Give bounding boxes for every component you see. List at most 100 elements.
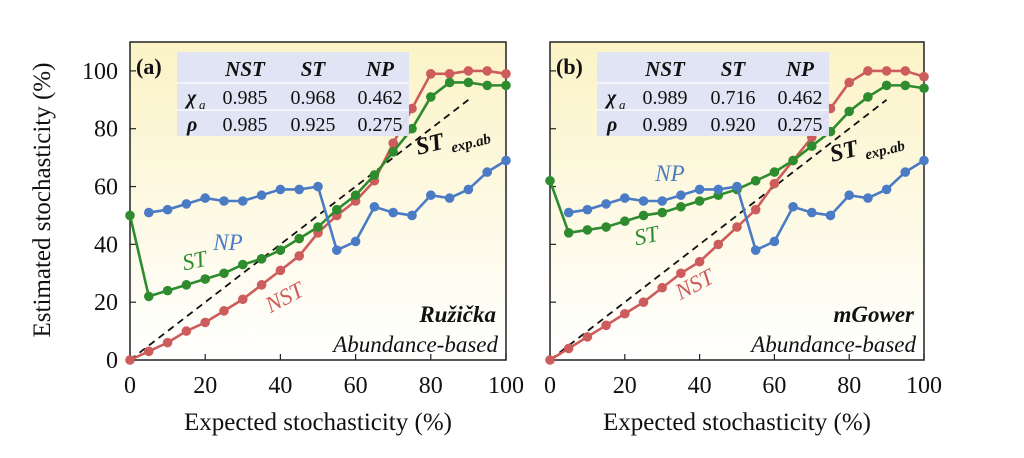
- figure-y-axis-label: Estimated stochasticity (%): [29, 63, 56, 338]
- series-nst: [545, 66, 929, 365]
- data-point-np: [501, 155, 511, 166]
- x-tick-label: 60: [344, 373, 368, 399]
- stats-header-st: ST: [301, 57, 327, 81]
- data-point-nst: [200, 317, 210, 328]
- data-point-st: [332, 204, 342, 215]
- data-point-np: [900, 167, 911, 177]
- data-point-np: [657, 196, 667, 206]
- stats-row-label: χ: [604, 87, 617, 109]
- data-point-np: [313, 181, 323, 192]
- stats-cell: 0.925: [291, 114, 336, 136]
- data-point-st: [638, 210, 649, 221]
- data-point-np: [807, 207, 817, 218]
- data-point-nst: [769, 178, 780, 189]
- series-np: [144, 155, 511, 255]
- data-point-np: [638, 196, 649, 206]
- data-point-st: [676, 201, 686, 212]
- x-tick-label: 80: [837, 373, 861, 399]
- data-point-nst: [657, 282, 667, 293]
- data-point-nst: [694, 256, 705, 267]
- stats-cell: 0.985: [223, 87, 268, 109]
- data-point-np: [694, 184, 705, 195]
- data-point-st: [388, 147, 399, 157]
- data-point-nst: [844, 77, 854, 88]
- data-point-nst: [444, 69, 455, 79]
- data-point-st: [369, 170, 380, 180]
- data-point-st: [256, 254, 267, 264]
- y-tick-label: 60: [94, 175, 118, 201]
- stats-row-label: ρ: [606, 114, 617, 136]
- data-point-nst: [219, 306, 229, 316]
- data-point-np: [275, 184, 286, 195]
- x-tick-label: 100: [488, 373, 524, 399]
- stats-row-label-sub: a: [619, 97, 626, 112]
- data-point-st: [238, 259, 248, 270]
- data-point-nst: [482, 66, 493, 76]
- data-point-nst: [900, 66, 911, 76]
- x-tick-label: 40: [688, 373, 712, 399]
- data-point-st: [144, 291, 154, 302]
- stats-header-st: ST: [721, 57, 747, 81]
- data-point-st: [350, 190, 361, 201]
- series-label-np: NP: [212, 230, 242, 255]
- data-point-st: [807, 141, 817, 151]
- data-point-np: [426, 190, 436, 201]
- data-point-st: [407, 123, 417, 134]
- data-point-nst: [181, 326, 192, 336]
- stats-header-nst: NST: [224, 57, 266, 81]
- data-point-np: [444, 193, 455, 203]
- stats-row-label-sub: a: [199, 97, 206, 112]
- data-point-st: [313, 222, 323, 232]
- data-point-nst: [638, 297, 649, 307]
- data-point-st: [463, 77, 474, 88]
- stats-cell: 0.462: [358, 87, 403, 109]
- y-tick-label: 80: [94, 117, 118, 143]
- data-point-np: [825, 210, 836, 221]
- x-tick-label: 0: [124, 373, 136, 399]
- data-point-nst: [125, 355, 135, 365]
- plot-frame: [129, 41, 507, 361]
- data-point-nst: [732, 222, 742, 232]
- data-point-np: [750, 245, 761, 255]
- data-point-np: [676, 190, 686, 201]
- reference-dashed-line: [549, 99, 888, 361]
- data-point-nst: [563, 343, 574, 354]
- metric-type: Abundance-based: [749, 332, 916, 357]
- data-point-np: [181, 199, 192, 209]
- y-tick-label: 40: [94, 232, 118, 258]
- stats-cell: 0.985: [223, 114, 268, 136]
- data-point-np: [769, 236, 780, 247]
- y-tick-label: 0: [106, 348, 118, 374]
- metric-type: Abundance-based: [331, 332, 498, 357]
- chart-panel-a: 0 20 40 60 80 100 0 20 40 60 80 100 Expected stochas…: [82, 41, 524, 436]
- data-point-st: [620, 216, 630, 227]
- data-point-nst: [582, 332, 593, 342]
- series-np: [563, 155, 929, 255]
- data-point-nst: [863, 66, 873, 76]
- x-tick-label: 60: [762, 373, 786, 399]
- data-point-nst: [750, 204, 761, 215]
- x-tick-label: 80: [419, 373, 443, 399]
- series-st: [125, 77, 511, 302]
- data-point-np: [200, 193, 210, 203]
- data-point-nst: [713, 239, 724, 250]
- data-point-np: [388, 207, 399, 218]
- stats-cell: 0.989: [643, 87, 688, 109]
- stats-cell: 0.968: [291, 87, 336, 109]
- data-point-np: [332, 245, 342, 255]
- data-point-np: [219, 196, 229, 206]
- data-point-st: [919, 83, 929, 94]
- data-point-st: [881, 80, 892, 91]
- stats-cell: 0.275: [358, 114, 403, 136]
- stats-header-nst: NST: [644, 57, 686, 81]
- data-point-st: [900, 80, 911, 91]
- data-point-np: [463, 184, 474, 195]
- data-point-nst: [501, 69, 511, 79]
- panel-label: (b): [556, 54, 583, 79]
- data-point-st: [582, 225, 593, 235]
- data-point-np: [563, 207, 574, 218]
- data-point-np: [919, 155, 929, 166]
- data-point-st: [162, 285, 173, 296]
- data-point-st: [200, 274, 210, 284]
